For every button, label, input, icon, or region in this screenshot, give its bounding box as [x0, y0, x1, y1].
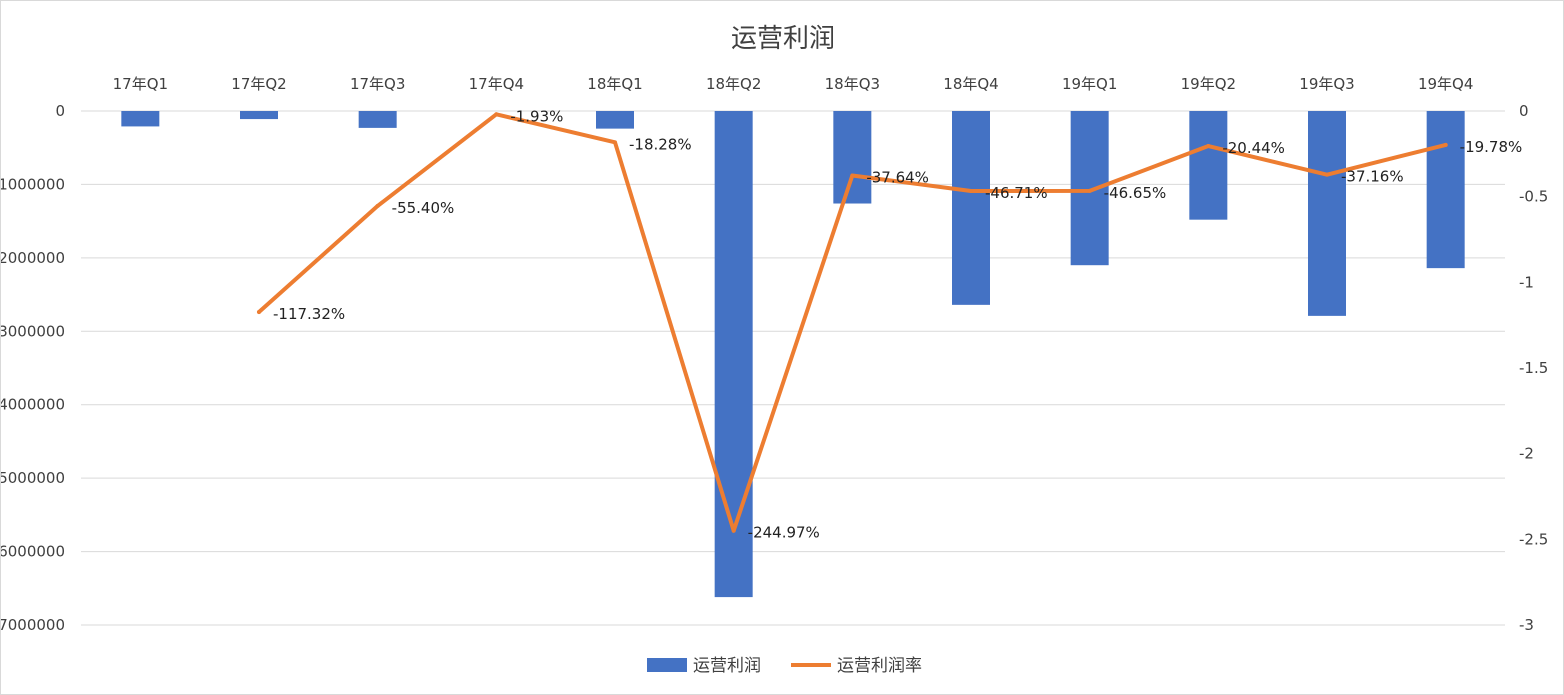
legend-label-bar: 运营利润: [693, 656, 761, 676]
x-tick-label: 18年Q2: [706, 75, 761, 93]
x-tick-label: 18年Q3: [825, 75, 880, 93]
y-left-tick-label: -6000000: [1, 543, 65, 561]
y-left-tick-label: -5000000: [1, 469, 65, 487]
line-point: [257, 310, 261, 315]
line-data-label: -55.40%: [392, 199, 455, 217]
line-point: [1087, 188, 1092, 193]
y-right-tick-label: -2.5: [1519, 530, 1548, 548]
bar-series: [121, 111, 1465, 598]
y-axis-left-labels: 0 -1000000 -2000000 -3000000 -4000000 -500000…: [1, 102, 65, 634]
y-right-tick-label: -1: [1519, 273, 1534, 291]
bar: [1189, 111, 1228, 220]
line-data-label: -244.97%: [748, 524, 820, 542]
line-data-label: -117.32%: [273, 305, 345, 323]
line-point: [613, 140, 617, 145]
chart-title: 运营利润: [731, 24, 835, 54]
x-tick-label: 19年Q4: [1418, 75, 1473, 93]
bar: [121, 111, 160, 127]
line-point: [1325, 172, 1329, 177]
bar: [240, 111, 278, 120]
y-right-tick-label: 0: [1519, 102, 1529, 120]
line-point: [969, 189, 973, 194]
bar: [1426, 111, 1465, 269]
y-right-tick-label: -1.5: [1519, 359, 1548, 377]
bar: [1308, 111, 1346, 316]
x-tick-label: 18年Q4: [943, 75, 998, 93]
x-tick-label: 17年Q3: [350, 75, 405, 93]
x-axis-labels: 17年Q1 17年Q2 17年Q3 17年Q4 18年Q1 18年Q2 18年Q3 18年Q4…: [113, 75, 1474, 93]
line-point: [494, 112, 499, 117]
line-data-label: -1.93%: [510, 107, 563, 125]
legend-swatch-bar: [647, 658, 687, 672]
line-data-labels: -117.32% -55.40% -1.93% -18.28% -244.97% -37.…: [273, 107, 1522, 541]
line-data-label: -20.44%: [1222, 139, 1285, 157]
bar: [358, 111, 397, 128]
legend: 运营利润 运营利润率: [647, 656, 922, 676]
line-point: [1206, 144, 1211, 149]
x-tick-label: 19年Q3: [1299, 75, 1354, 93]
bar: [952, 111, 990, 305]
line-data-label: -37.64%: [866, 168, 929, 186]
legend-label-line: 运营利润率: [837, 656, 922, 676]
line-point: [375, 203, 380, 208]
x-tick-label: 19年Q2: [1181, 75, 1236, 93]
line-point: [850, 173, 855, 178]
x-tick-label: 17年Q2: [231, 75, 286, 93]
gridlines: [81, 110, 1505, 626]
line-data-label: -18.28%: [629, 135, 692, 153]
line-point: [1443, 142, 1448, 147]
line-data-label: -19.78%: [1460, 138, 1523, 156]
bar: [714, 111, 753, 598]
x-tick-label: 18年Q1: [587, 75, 642, 93]
y-left-tick-label: -1000000: [1, 175, 65, 193]
line-data-label: -46.65%: [1104, 184, 1167, 202]
line-data-label: -37.16%: [1341, 168, 1404, 186]
line-point: [731, 528, 736, 533]
x-tick-label: 17年Q4: [469, 75, 524, 93]
y-right-tick-label: -2: [1519, 445, 1534, 463]
x-tick-label: 19年Q1: [1062, 75, 1117, 93]
x-tick-label: 17年Q1: [113, 75, 168, 93]
y-right-tick-label: -3: [1519, 616, 1534, 634]
line-data-label: -46.71%: [985, 184, 1048, 202]
y-left-tick-label: -7000000: [1, 616, 65, 634]
y-axis-right-labels: 0 -0.5 -1 -1.5 -2 -2.5 -3: [1519, 102, 1548, 634]
y-left-tick-label: -2000000: [1, 249, 65, 267]
y-left-tick-label: -4000000: [1, 396, 65, 414]
y-right-tick-label: -0.5: [1519, 188, 1548, 206]
bar: [833, 111, 872, 204]
y-left-tick-label: -3000000: [1, 322, 65, 340]
bar: [596, 111, 634, 129]
line-series: [257, 112, 1448, 533]
y-left-tick-label: 0: [55, 102, 65, 120]
